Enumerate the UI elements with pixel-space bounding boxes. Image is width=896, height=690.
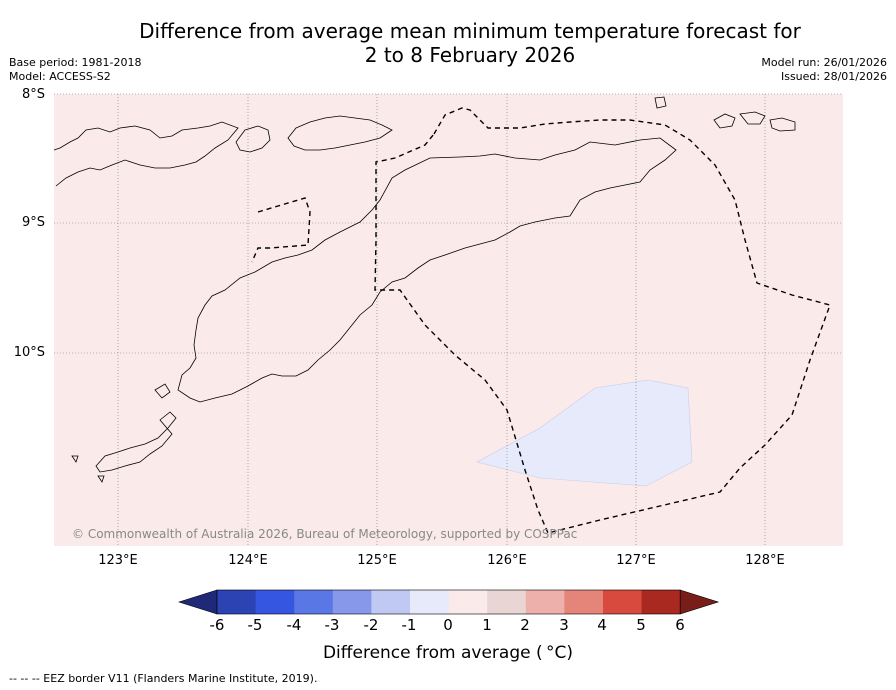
lon-label-128e: 128°E <box>745 553 785 568</box>
colorbar-bin <box>255 590 295 614</box>
colorbar-tick-label: 4 <box>597 616 607 634</box>
alor-coastline <box>287 115 393 151</box>
lat-label-8s: 8°S <box>21 87 45 102</box>
colorbar-tick-label: -1 <box>401 616 417 634</box>
colorbar-bin <box>641 590 681 614</box>
lon-label-124e: 124°E <box>228 553 268 568</box>
copyright-text: © Commonwealth of Australia 2026, Bureau… <box>72 527 577 541</box>
meta-right: Model run: 26/01/2026 Issued: 28/01/2026 <box>761 56 887 84</box>
footnote: -- -- -- EEZ border V11 (Flanders Marine… <box>9 672 318 685</box>
pantar-coastline <box>235 125 271 153</box>
colorbar-tick-label: 5 <box>636 616 646 634</box>
small-island-1 <box>71 455 105 483</box>
colorbar-tick-label: 3 <box>559 616 569 634</box>
colorbar-tick-label: -2 <box>363 616 379 634</box>
gridlines <box>54 93 843 546</box>
model-text: Model: ACCESS-S2 <box>9 70 111 83</box>
colorbar-bin <box>603 590 643 614</box>
lon-label-123e: 123°E <box>98 553 138 568</box>
lon-label-126e: 126°E <box>487 553 527 568</box>
semau-coastline <box>154 383 171 399</box>
colorbar-tick-label: 1 <box>482 616 492 634</box>
eez-border <box>251 107 831 534</box>
issued-text: Issued: 28/01/2026 <box>780 70 887 83</box>
colorbar-extend-low <box>178 589 218 615</box>
colorbar-bin <box>487 590 527 614</box>
base-period-text: Base period: 1981-2018 <box>9 56 142 69</box>
map-background <box>54 94 843 546</box>
colorbar-tick-label: -5 <box>247 616 263 634</box>
rote-coastline <box>95 411 177 473</box>
colorbar-extend-high <box>679 589 720 615</box>
colorbar-tick-label: 0 <box>443 616 453 634</box>
colorbar-tick-label: -4 <box>286 616 302 634</box>
colorbar-bin <box>410 590 450 614</box>
colorbar-tick-label: -6 <box>209 616 225 634</box>
colorbar-title: Difference from average ( °C) <box>322 643 574 663</box>
chart-title: Difference from average mean minimum tem… <box>90 19 850 67</box>
title-line-2: 2 to 8 February 2026 <box>364 43 576 67</box>
lat-label-9s: 9°S <box>21 215 45 230</box>
eez-border-oecusse <box>251 197 311 263</box>
colorbar-outline <box>216 589 681 615</box>
lon-label-127e: 127°E <box>616 553 656 568</box>
cool-anomaly-patch <box>476 379 693 487</box>
colorbar-tick-label: 2 <box>520 616 530 634</box>
colorbar-bin <box>217 590 257 614</box>
model-run-text: Model run: 26/01/2026 <box>761 56 887 69</box>
colorbar-bin <box>294 590 334 614</box>
title-line-1: Difference from average mean minimum tem… <box>139 19 801 43</box>
coastlines <box>53 96 796 483</box>
lat-label-10s: 10°S <box>13 345 45 360</box>
meta-left: Base period: 1981-2018 Model: ACCESS-S2 <box>9 56 141 84</box>
colorbar-bin <box>525 590 565 614</box>
lon-label-125e: 125°E <box>357 553 397 568</box>
eez-border-line <box>374 107 831 534</box>
colorbar-tick-label: 6 <box>675 616 685 634</box>
colorbar-tick-label: -3 <box>324 616 340 634</box>
colorbar-bin <box>371 590 411 614</box>
wetar-coastline <box>713 111 796 132</box>
atauro-coastline <box>654 96 667 109</box>
flores-coastline <box>53 121 239 187</box>
colorbar-bin <box>448 590 488 614</box>
timor-coastline <box>177 137 677 403</box>
colorbar-bin <box>332 590 372 614</box>
colorbar-bin <box>564 590 604 614</box>
colorbar <box>178 589 720 615</box>
